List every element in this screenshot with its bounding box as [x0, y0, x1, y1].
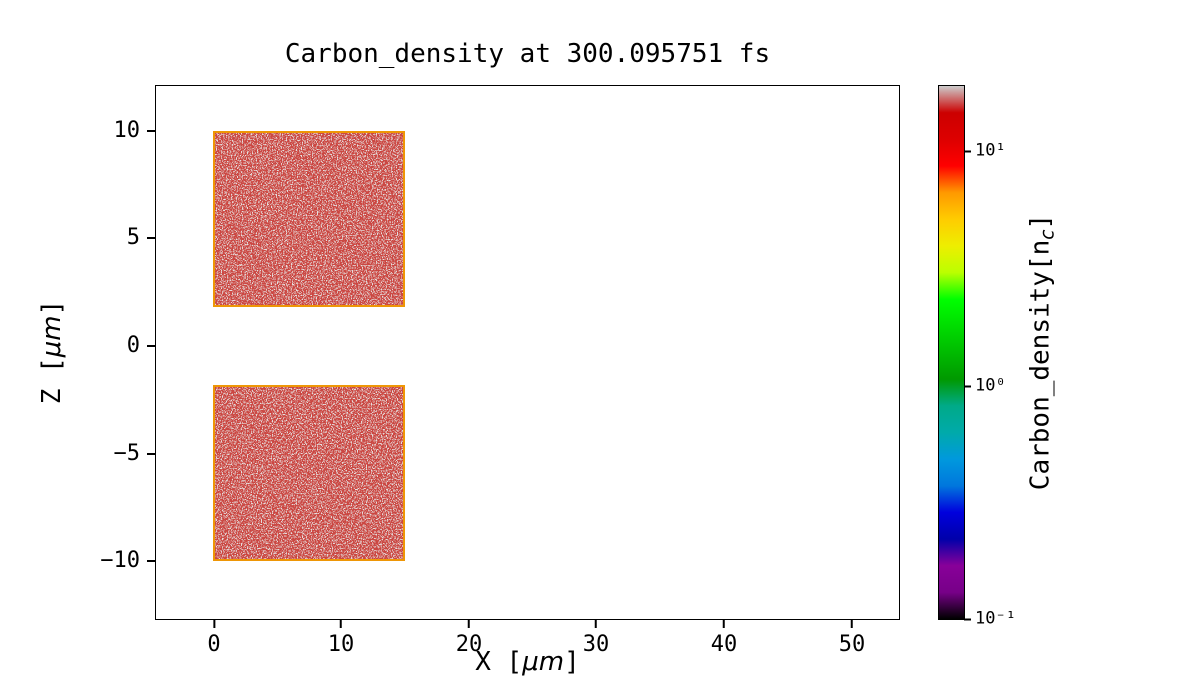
y-tick-mark [147, 130, 156, 132]
colorbar-tick-label: 10¹ [975, 140, 1006, 161]
y-tick-mark [147, 237, 156, 239]
colorbar-tick-mark [964, 618, 971, 620]
colorbar-tick-mark [964, 385, 971, 387]
x-tick-label: 0 [207, 632, 221, 657]
x-tick-label: 30 [582, 632, 610, 657]
x-tick-0: 0 [207, 619, 221, 657]
x-tick-mark [340, 619, 342, 628]
plot-area: 0 10 20 30 40 50 10 5 [100, 85, 900, 656]
y-axis-label-text: ] [37, 299, 67, 316]
x-axis-label-text: X [ [475, 647, 523, 677]
y-axis-label: Z [μm] [37, 300, 67, 405]
x-tick-mark [595, 619, 597, 628]
y-axis-label-math: μm [37, 315, 67, 358]
x-tick-mark [213, 619, 215, 628]
speckle-texture-lower [215, 387, 403, 559]
x-axis-label: X [μm] [155, 648, 900, 677]
x-tick-label: 10 [327, 632, 355, 657]
y-tick-0: 0 [127, 335, 156, 357]
colorbar: 10¹ 10⁰ 10⁻¹ [938, 85, 1016, 627]
colorbar-tick-1e0: 10⁰ [964, 375, 1006, 396]
y-tick-mark [147, 345, 156, 347]
x-tick-mark [723, 619, 725, 628]
x-tick-20: 20 [455, 619, 483, 657]
x-tick-label: 40 [710, 632, 738, 657]
colorbar-tick-1e-1: 10⁻¹ [964, 608, 1016, 629]
x-tick-label: 50 [838, 632, 866, 657]
colorbar-tick-label: 10⁰ [975, 375, 1006, 396]
x-tick-30: 30 [582, 619, 610, 657]
plot-title: Carbon_density at 300.095751 fs [284, 39, 771, 69]
y-tick-label: 10 [113, 118, 141, 143]
colorbar-tick-1e1: 10¹ [964, 140, 1006, 161]
density-region-lower [213, 385, 405, 561]
y-tick-mark [147, 453, 156, 455]
y-tick-10: 10 [113, 118, 156, 143]
colorbar-label: Carbon_density[nc] [1026, 214, 1059, 490]
x-tick-label: 20 [455, 632, 483, 657]
y-tick-label: 0 [126, 333, 140, 358]
y-tick-neg5: −5 [113, 441, 156, 466]
y-tick-label: −10 [100, 548, 140, 573]
colorbar-label-text: ] [1025, 213, 1056, 230]
x-tick-40: 40 [710, 619, 738, 657]
x-tick-50: 50 [838, 619, 866, 657]
x-tick-mark [468, 619, 470, 628]
x-axis-label-math: μm [522, 647, 565, 677]
colorbar-gradient [939, 86, 964, 619]
x-tick-mark [851, 619, 853, 628]
x-tick-10: 10 [327, 619, 355, 657]
x-axis-label-text: ] [564, 647, 580, 677]
speckle-texture-upper [215, 133, 403, 305]
density-region-upper [213, 131, 405, 307]
colorbar-label-text: Carbon_density[n [1025, 239, 1056, 491]
colorbar-label-subscript: c [1037, 229, 1059, 240]
y-axis-label-text: Z [ [37, 357, 67, 405]
y-tick-label: −5 [113, 441, 141, 466]
y-tick-mark [147, 560, 156, 562]
colorbar-tick-label: 10⁻¹ [975, 608, 1016, 629]
y-tick-neg10: −10 [100, 550, 156, 572]
y-tick-label: 5 [126, 225, 140, 250]
y-tick-5: 5 [127, 227, 156, 249]
colorbar-tick-mark [964, 150, 971, 152]
